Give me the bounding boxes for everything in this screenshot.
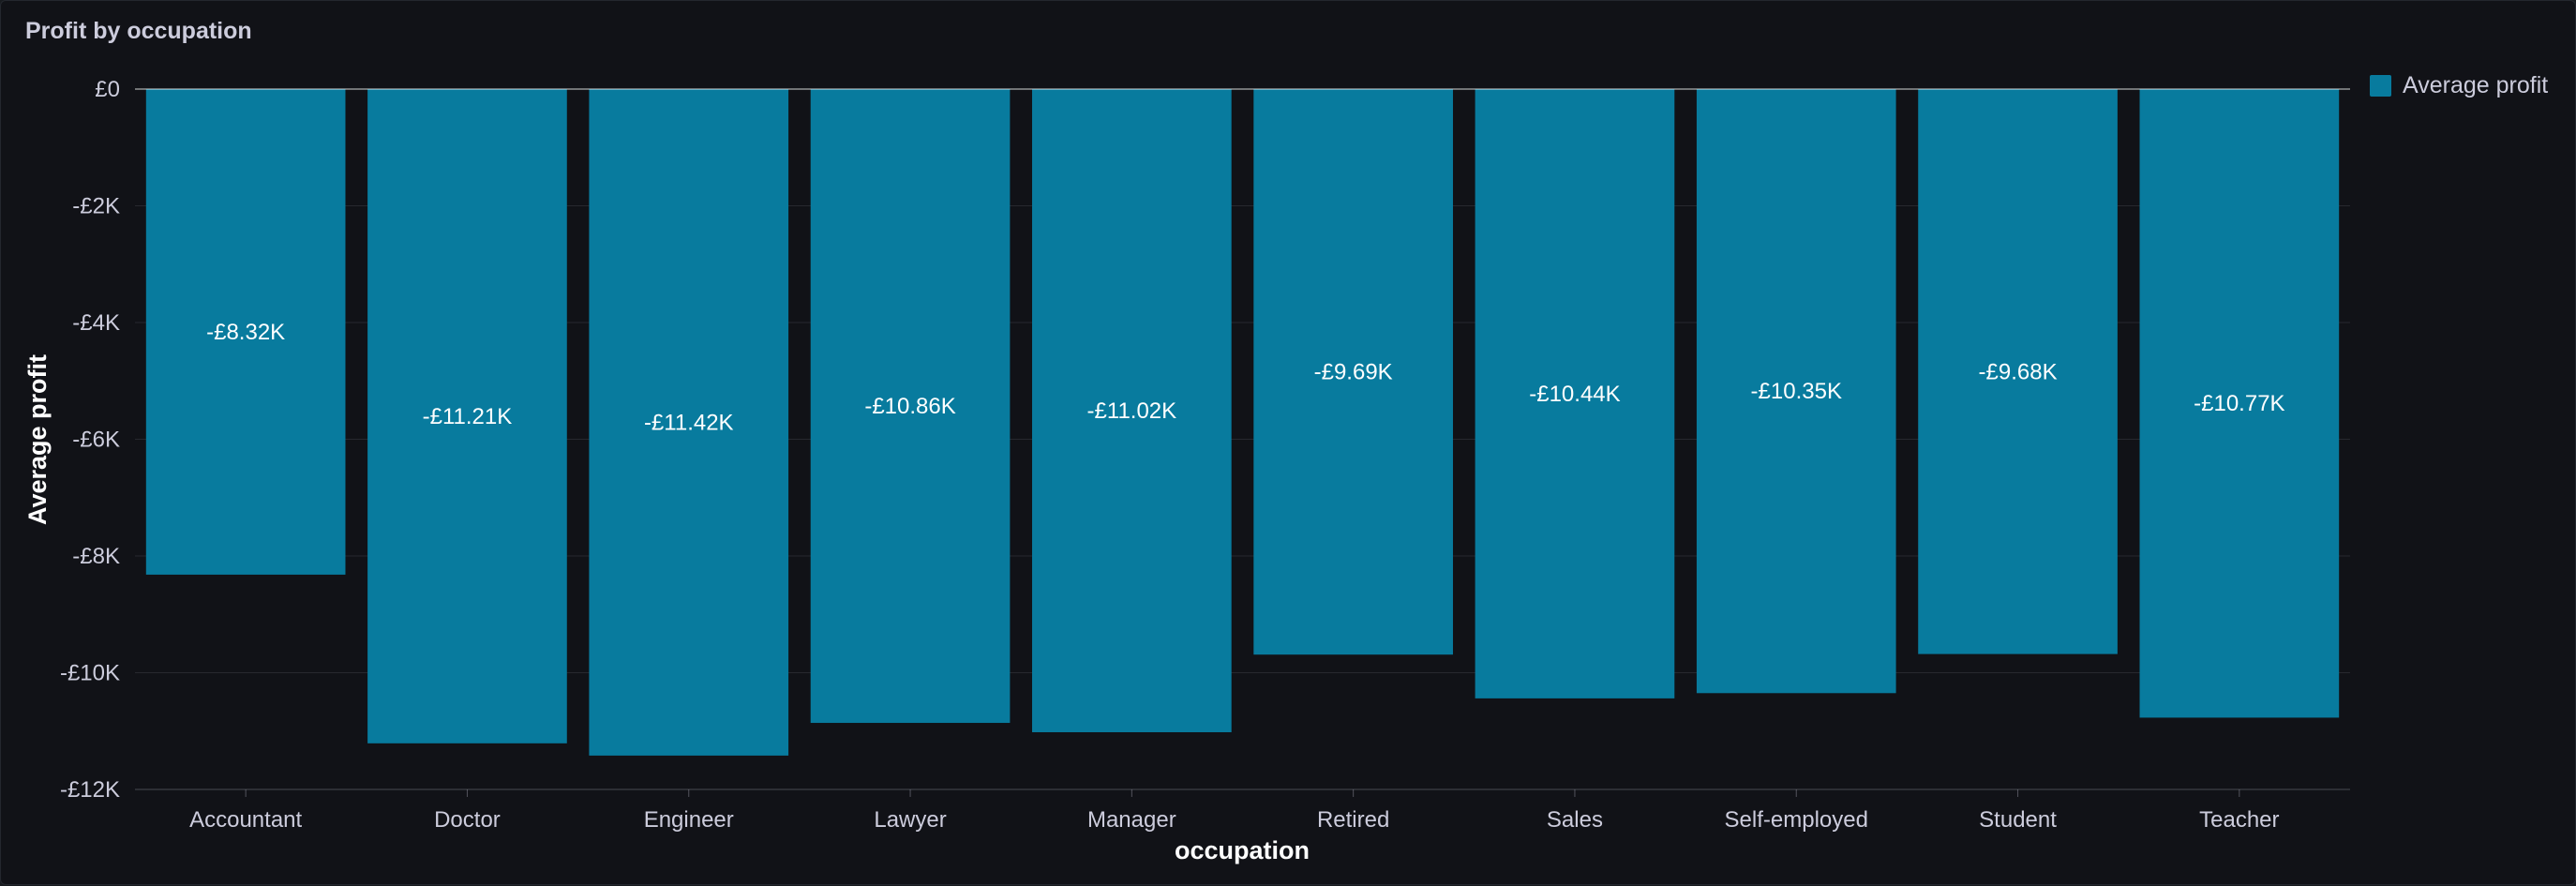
- x-tick-label: Doctor: [434, 807, 501, 833]
- panel-title: Profit by occupation: [25, 18, 252, 44]
- bar-retired[interactable]: [1253, 89, 1453, 655]
- x-axis-title: occupation: [1175, 836, 1310, 864]
- x-tick-label: Manager: [1087, 807, 1176, 833]
- data-label: -£10.35K: [1751, 379, 1842, 404]
- y-axis-ticks: £0 -£2K -£4K -£6K -£8K -£10K -£12K: [60, 77, 120, 803]
- data-label: -£10.86K: [864, 394, 955, 419]
- data-label: -£11.21K: [423, 404, 513, 429]
- bar-engineer[interactable]: [589, 89, 789, 756]
- y-tick-label: £0: [95, 77, 120, 102]
- bar-student[interactable]: [1918, 89, 2118, 654]
- x-tick-label: Student: [1979, 807, 2057, 833]
- y-tick-label: -£10K: [60, 661, 120, 686]
- y-axis-title: Average profit: [23, 354, 52, 525]
- x-tick-label: Engineer: [644, 807, 734, 833]
- legend-swatch-average-profit: [2370, 75, 2391, 97]
- bar-teacher[interactable]: [2139, 89, 2340, 718]
- y-tick-label: -£12K: [60, 777, 120, 803]
- x-tick-label: Teacher: [2199, 807, 2279, 833]
- x-tick-label: Retired: [1317, 807, 1389, 833]
- data-label: -£9.69K: [1314, 360, 1393, 385]
- bar-sales[interactable]: [1475, 89, 1675, 698]
- y-tick-label: -£6K: [72, 428, 120, 453]
- data-label: -£11.42K: [644, 410, 734, 435]
- x-tick-label: Accountant: [189, 807, 302, 833]
- legend-label-average-profit[interactable]: Average profit: [2403, 72, 2549, 98]
- legend[interactable]: Average profit: [2370, 72, 2548, 99]
- bar-lawyer[interactable]: [810, 89, 1011, 724]
- data-label: -£10.44K: [1529, 382, 1620, 407]
- x-tick-label: Sales: [1547, 807, 1603, 833]
- data-label: -£8.32K: [206, 320, 285, 345]
- data-label: -£11.02K: [1087, 398, 1177, 424]
- bar-doctor[interactable]: [367, 89, 567, 743]
- bar-self-employed[interactable]: [1696, 89, 1896, 694]
- x-axis-ticks: Accountant Doctor Engineer Lawyer Manager Ret…: [135, 788, 2350, 833]
- y-tick-label: -£8K: [72, 544, 120, 569]
- data-label: -£10.77K: [2194, 391, 2284, 416]
- data-label: -£9.68K: [1979, 359, 2058, 384]
- bar-manager[interactable]: [1032, 89, 1232, 732]
- x-tick-label: Self-employed: [1725, 807, 1868, 833]
- y-tick-label: -£2K: [72, 194, 120, 219]
- x-tick-label: Lawyer: [874, 807, 946, 833]
- y-tick-label: -£4K: [72, 310, 120, 336]
- bar-accountant[interactable]: [145, 89, 346, 575]
- bars: -£8.32K -£11.21K -£11.42K -£10.86K -£11.02K -…: [145, 89, 2340, 756]
